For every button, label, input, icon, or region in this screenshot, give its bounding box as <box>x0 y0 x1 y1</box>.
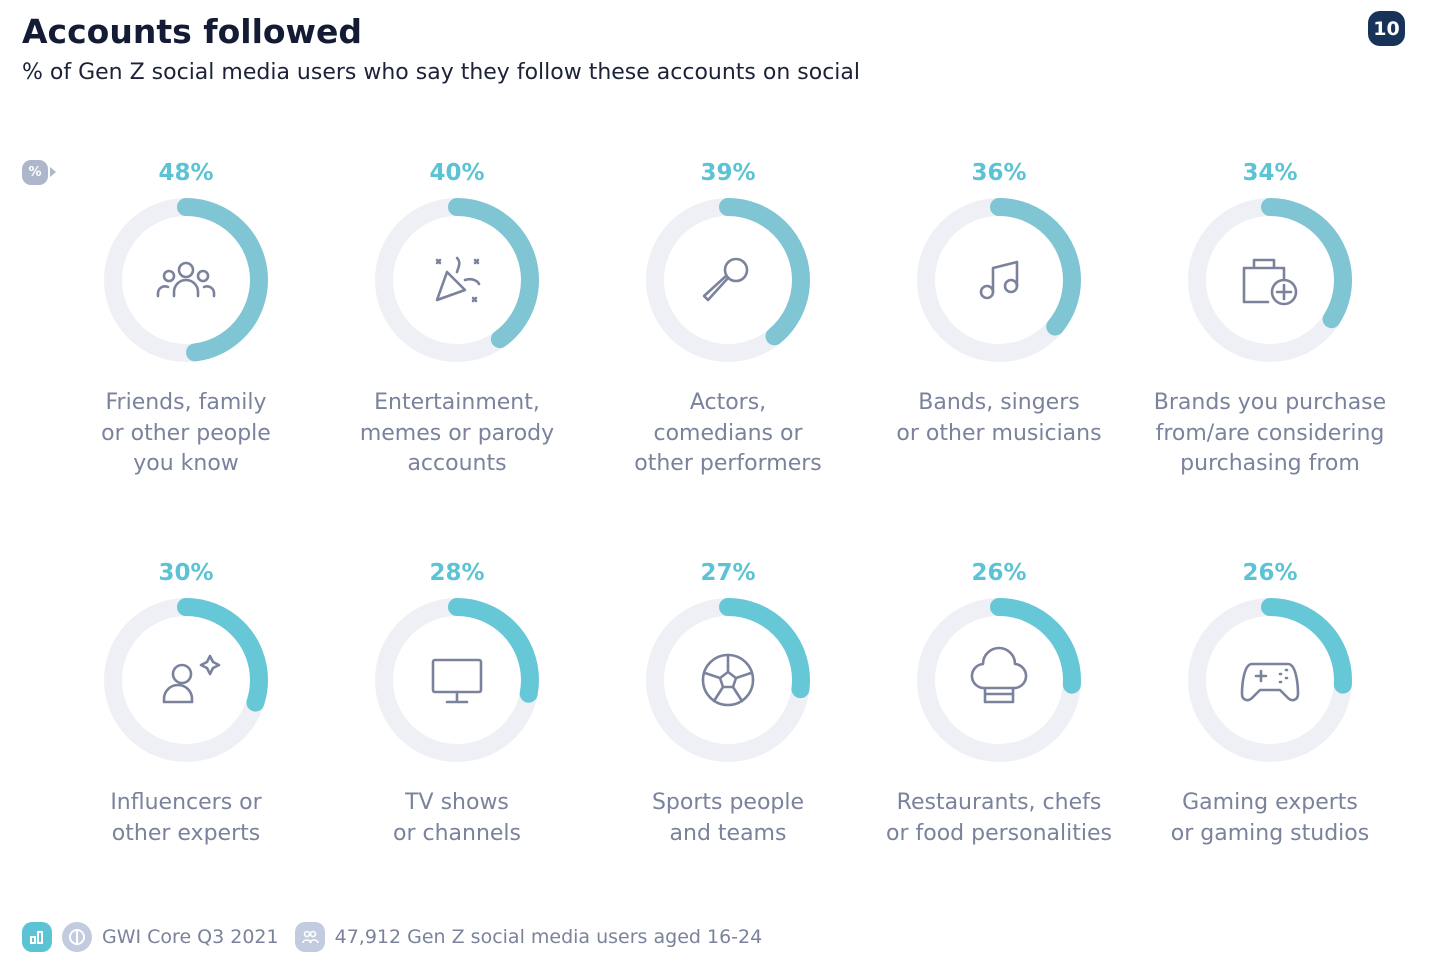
donut-chart <box>917 198 1081 362</box>
donut-chart <box>375 598 539 762</box>
donut-arc <box>104 598 268 762</box>
value-label: 40% <box>429 160 485 186</box>
donut-item: 39% Actors, comedians or other performer… <box>593 160 863 480</box>
donut-chart <box>104 198 268 362</box>
users-icon <box>294 922 325 952</box>
bar-chart-icon[interactable] <box>22 922 52 952</box>
chart-title: Accounts followed <box>22 12 363 51</box>
category-label: Friends, family or other people you know <box>101 390 271 476</box>
donut-chart <box>375 198 539 362</box>
user-sparkle-icon <box>162 654 221 704</box>
category-label: Sports people and teams <box>651 790 805 846</box>
donut-chart <box>1188 598 1352 762</box>
donut-arc <box>104 198 268 362</box>
page-number-badge: 10 <box>1368 11 1405 46</box>
category-label: TV shows or channels <box>392 790 521 846</box>
category-label: Brands you purchase from/are considering… <box>1153 390 1387 476</box>
donut-arc <box>375 198 539 362</box>
donut-chart <box>917 598 1081 762</box>
value-label: 30% <box>158 560 214 586</box>
donut-item: 26% Gaming experts or gaming studios <box>1135 560 1405 849</box>
value-label: 36% <box>971 160 1027 186</box>
source-text: GWI Core Q3 2021 <box>102 926 279 948</box>
category-label: Gaming experts or gaming studios <box>1170 790 1370 846</box>
microphone-icon <box>702 257 749 302</box>
donut-item: 40% Entertainment, memes or parody accou… <box>322 160 592 480</box>
donut-arc <box>1188 198 1352 362</box>
people-icon <box>156 261 216 298</box>
shopping-bag-add-icon <box>1242 258 1298 306</box>
category-label: Actors, comedians or other performers <box>634 390 822 476</box>
sample-text: 47,912 Gen Z social media users aged 16-… <box>334 926 763 948</box>
donut-item: 36% Bands, singers or other musicians <box>864 160 1134 449</box>
gamepad-icon <box>1240 662 1300 702</box>
donut-arc <box>646 198 810 362</box>
donut-item: 30% Influencers or other experts <box>51 560 321 849</box>
category-label: Influencers or other experts <box>110 790 262 846</box>
value-label: 26% <box>971 560 1027 586</box>
value-label: 28% <box>429 560 485 586</box>
value-label: 26% <box>1242 560 1298 586</box>
chef-hat-icon <box>970 646 1028 704</box>
category-label: Entertainment, memes or parody accounts <box>359 390 555 476</box>
donut-item: 27% Sports people and teams <box>593 560 863 849</box>
donut-arc <box>375 598 539 762</box>
donut-item: 34% Brands you purchase from/are conside… <box>1135 160 1405 480</box>
value-label: 27% <box>700 560 756 586</box>
value-label: 34% <box>1242 160 1298 186</box>
chart-subtitle: % of Gen Z social media users who say th… <box>22 60 861 85</box>
donut-chart <box>104 598 268 762</box>
footer: GWI Core Q3 2021 47,912 Gen Z social med… <box>22 922 762 952</box>
value-label: 48% <box>158 160 214 186</box>
donut-chart <box>646 598 810 762</box>
soccer-ball-icon <box>701 653 755 707</box>
donut-arc <box>646 598 810 762</box>
donut-item: 26% Restaurants, chefs or food personali… <box>864 560 1134 849</box>
party-popper-icon <box>435 256 481 303</box>
donut-chart <box>1188 198 1352 362</box>
data-source-icon <box>62 922 92 952</box>
value-label: 39% <box>700 160 756 186</box>
music-note-icon <box>979 260 1019 300</box>
donut-chart <box>646 198 810 362</box>
donut-arc <box>1188 598 1352 762</box>
donut-item: 28% TV shows or channels <box>322 560 592 849</box>
monitor-icon <box>431 658 483 704</box>
category-label: Bands, singers or other musicians <box>896 390 1102 446</box>
category-label: Restaurants, chefs or food personalities <box>886 790 1112 846</box>
percent-toggle-button[interactable]: % <box>22 160 56 185</box>
donut-arc <box>917 198 1081 362</box>
donut-arc <box>917 598 1081 762</box>
donut-item: 48% Friends, family or other people you … <box>51 160 321 480</box>
